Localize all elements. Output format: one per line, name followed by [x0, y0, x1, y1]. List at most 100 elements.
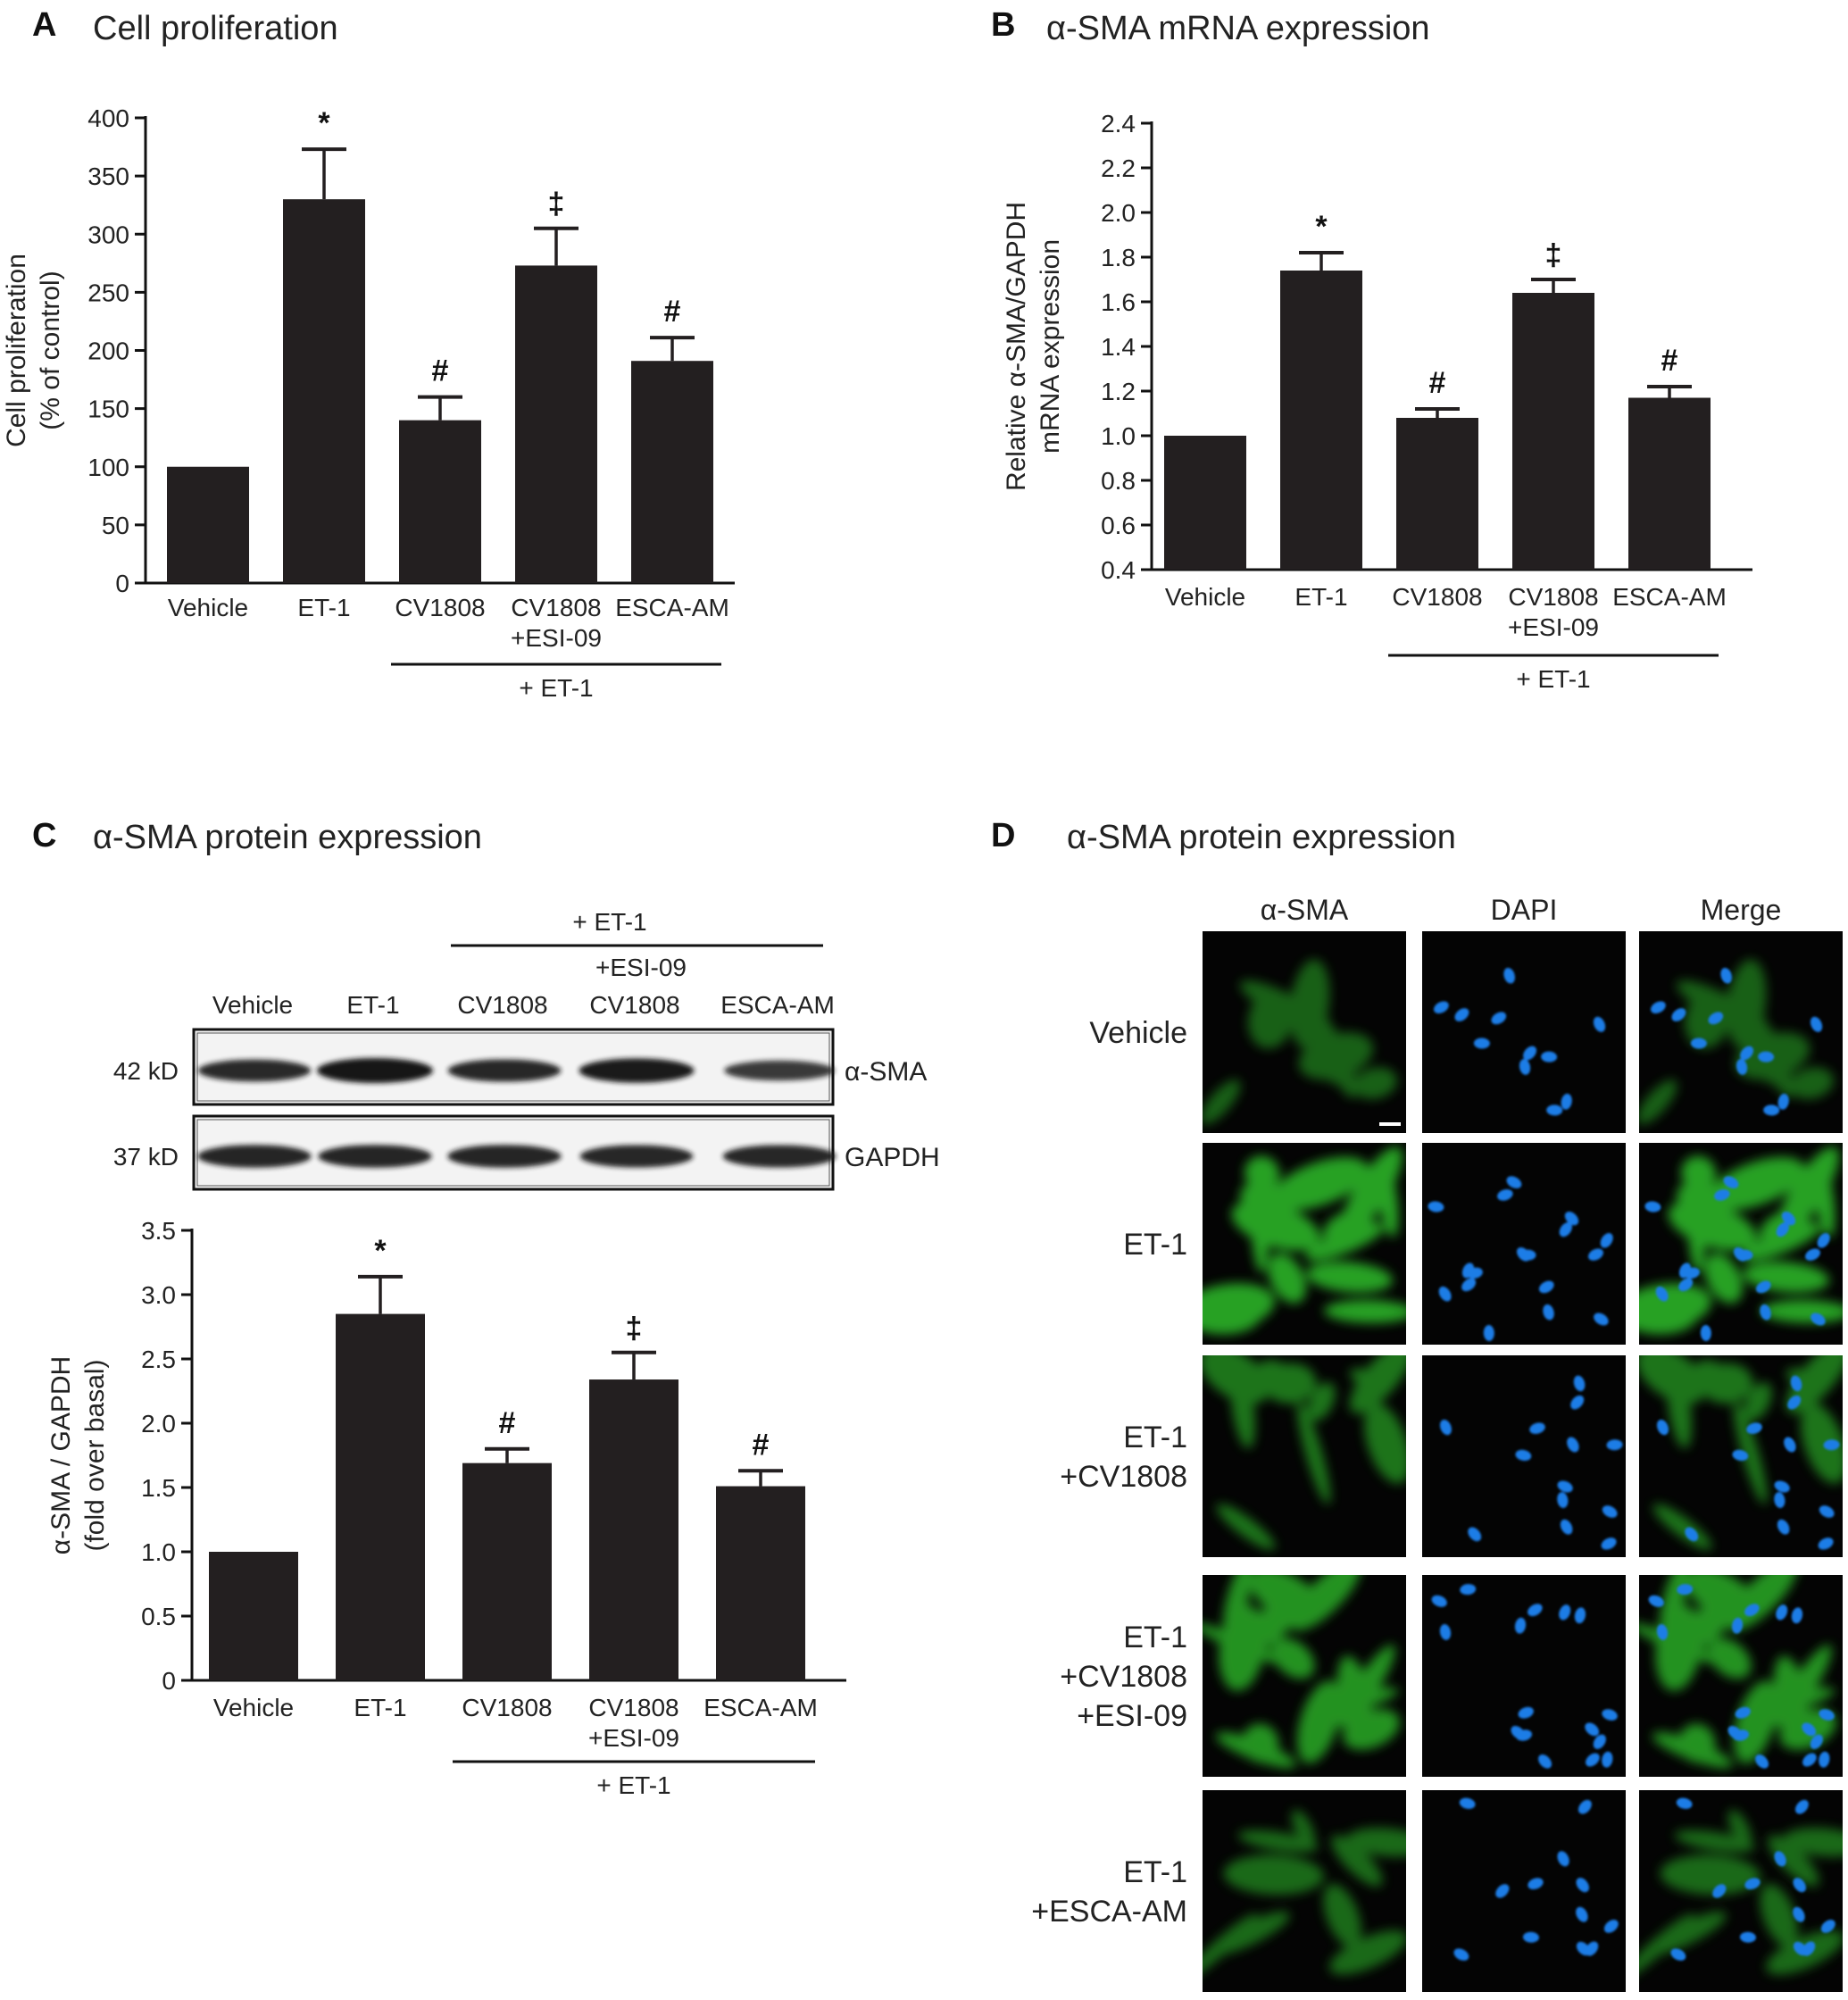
green-cell-signal — [1209, 1911, 1290, 1956]
nucleus — [1720, 967, 1732, 984]
nucleus — [1491, 1012, 1507, 1025]
microscopy-image — [1422, 1355, 1626, 1557]
nucleus — [1603, 1920, 1619, 1933]
green-cell-signal — [1223, 1854, 1325, 1896]
panel-a-title: Cell proliferation — [93, 10, 338, 47]
blot-lane-label: CV1808 — [589, 991, 679, 1019]
nucleus — [1670, 1948, 1686, 1961]
y-tick-label: 1.2 — [1101, 378, 1136, 405]
nucleus — [1593, 1734, 1606, 1749]
significance-mark: # — [753, 1428, 770, 1462]
green-cell-signal — [1676, 1180, 1727, 1214]
green-cell-signal — [1667, 1365, 1693, 1449]
nucleus — [1690, 1038, 1707, 1049]
nucleus — [1453, 1948, 1469, 1961]
nucleus — [1461, 1278, 1477, 1292]
blot-band — [197, 1059, 312, 1082]
x-category-label: ESCA-AM — [1612, 583, 1727, 611]
green-cell-signal — [1727, 1575, 1798, 1631]
nucleus — [1473, 1038, 1490, 1049]
nucleus — [1655, 1286, 1669, 1302]
nucleus — [1606, 1439, 1623, 1451]
nucleus — [1805, 1248, 1820, 1261]
nucleus — [1794, 1799, 1809, 1814]
y-tick-label: 1.8 — [1101, 244, 1136, 271]
bar — [1164, 436, 1246, 570]
x-category-label: ESCA-AM — [615, 594, 729, 621]
nucleus — [1523, 1046, 1537, 1061]
blot-lane-label: Vehicle — [212, 991, 293, 1019]
nucleus — [1684, 1267, 1700, 1279]
nucleus — [1793, 1878, 1806, 1893]
chart-b: 0.4 0.6 0.8 1.0 1.2 1.4 1.6 1.8 2.0 2.2 2.4 Relativ… — [1002, 110, 1752, 693]
bar — [167, 466, 249, 583]
nucleus — [1810, 1734, 1823, 1749]
green-cell-signal — [1255, 1359, 1292, 1388]
bar — [515, 265, 597, 583]
nucleus — [1781, 1212, 1796, 1226]
green-cell-signal — [1216, 1504, 1276, 1550]
nucleus — [1602, 1751, 1613, 1768]
green-cell-signal — [1639, 1283, 1711, 1332]
y-tick-label: 0 — [115, 570, 129, 597]
y-axis-label-line: Cell proliferation — [2, 254, 31, 447]
panel-label-c: C — [32, 817, 56, 854]
green-cell-signal — [1291, 1810, 1316, 1847]
nucleus — [1700, 1325, 1711, 1342]
y-tick-label: 100 — [87, 454, 129, 481]
blot-protein-label: α-SMA — [845, 1057, 927, 1087]
green-cell-signal — [1664, 1603, 1734, 1657]
nucleus — [1802, 1722, 1817, 1737]
nucleus — [1497, 1189, 1513, 1201]
blot-protein-label: GAPDH — [845, 1143, 940, 1172]
nucleus — [1817, 1233, 1830, 1248]
y-tick-label: 350 — [87, 162, 129, 190]
x-category-label: CV1808 — [462, 1694, 552, 1721]
nucleus — [1819, 1505, 1835, 1518]
y-tick-label: 1.6 — [1101, 288, 1136, 316]
bar — [1512, 293, 1594, 570]
microscopy-image — [1639, 931, 1843, 1133]
nucleus — [1467, 1267, 1483, 1279]
green-cell-signal — [1237, 1829, 1319, 1853]
nucleus — [1468, 1527, 1482, 1542]
y-tick-label: 0.5 — [141, 1603, 176, 1630]
nucleus — [1777, 1093, 1789, 1110]
blot-band — [722, 1145, 837, 1168]
nucleus — [1714, 1189, 1730, 1201]
green-cell-signal — [1242, 1723, 1279, 1763]
nucleus — [1740, 1046, 1754, 1061]
green-cell-signal — [1349, 1368, 1394, 1391]
nucleus — [1784, 1437, 1796, 1453]
x-category-label: CV1808 — [1392, 583, 1482, 611]
bar — [462, 1462, 552, 1680]
nucleus — [1774, 1480, 1790, 1493]
green-cell-signal — [1768, 1835, 1819, 1887]
green-cell-signal — [1271, 1638, 1315, 1679]
microscopy-row-label: ET-1 — [1123, 1855, 1187, 1889]
bar — [1396, 418, 1478, 570]
green-cell-signal — [1298, 1032, 1374, 1080]
x-category-label: ET-1 — [297, 594, 350, 621]
y-tick-label: 2.2 — [1101, 154, 1136, 182]
nucleus — [1731, 1617, 1744, 1634]
panel-d-title: α-SMA protein expression — [1067, 819, 1456, 856]
microscopy-column-header: Merge — [1701, 894, 1782, 926]
microscopy-image — [1422, 1143, 1626, 1345]
y-tick-label: 1.0 — [1101, 422, 1136, 450]
bar — [283, 199, 365, 584]
green-cell-signal — [1744, 1688, 1836, 1718]
bar — [589, 1379, 678, 1680]
blot-esi-label: +ESI-09 — [595, 954, 687, 981]
y-tick-label: 2.5 — [141, 1346, 176, 1373]
microscopy-image — [1639, 1355, 1843, 1557]
green-cell-signal — [1660, 1854, 1761, 1896]
nucleus — [1819, 1709, 1835, 1721]
green-cell-signal — [1323, 1299, 1406, 1323]
green-cell-signal — [1645, 1911, 1727, 1956]
significance-mark: ‡ — [548, 188, 565, 221]
microscopy-image — [1639, 1143, 1843, 1345]
microscopy-image — [1639, 1575, 1843, 1777]
significance-mark: # — [664, 295, 681, 329]
nucleus — [1787, 1395, 1802, 1410]
